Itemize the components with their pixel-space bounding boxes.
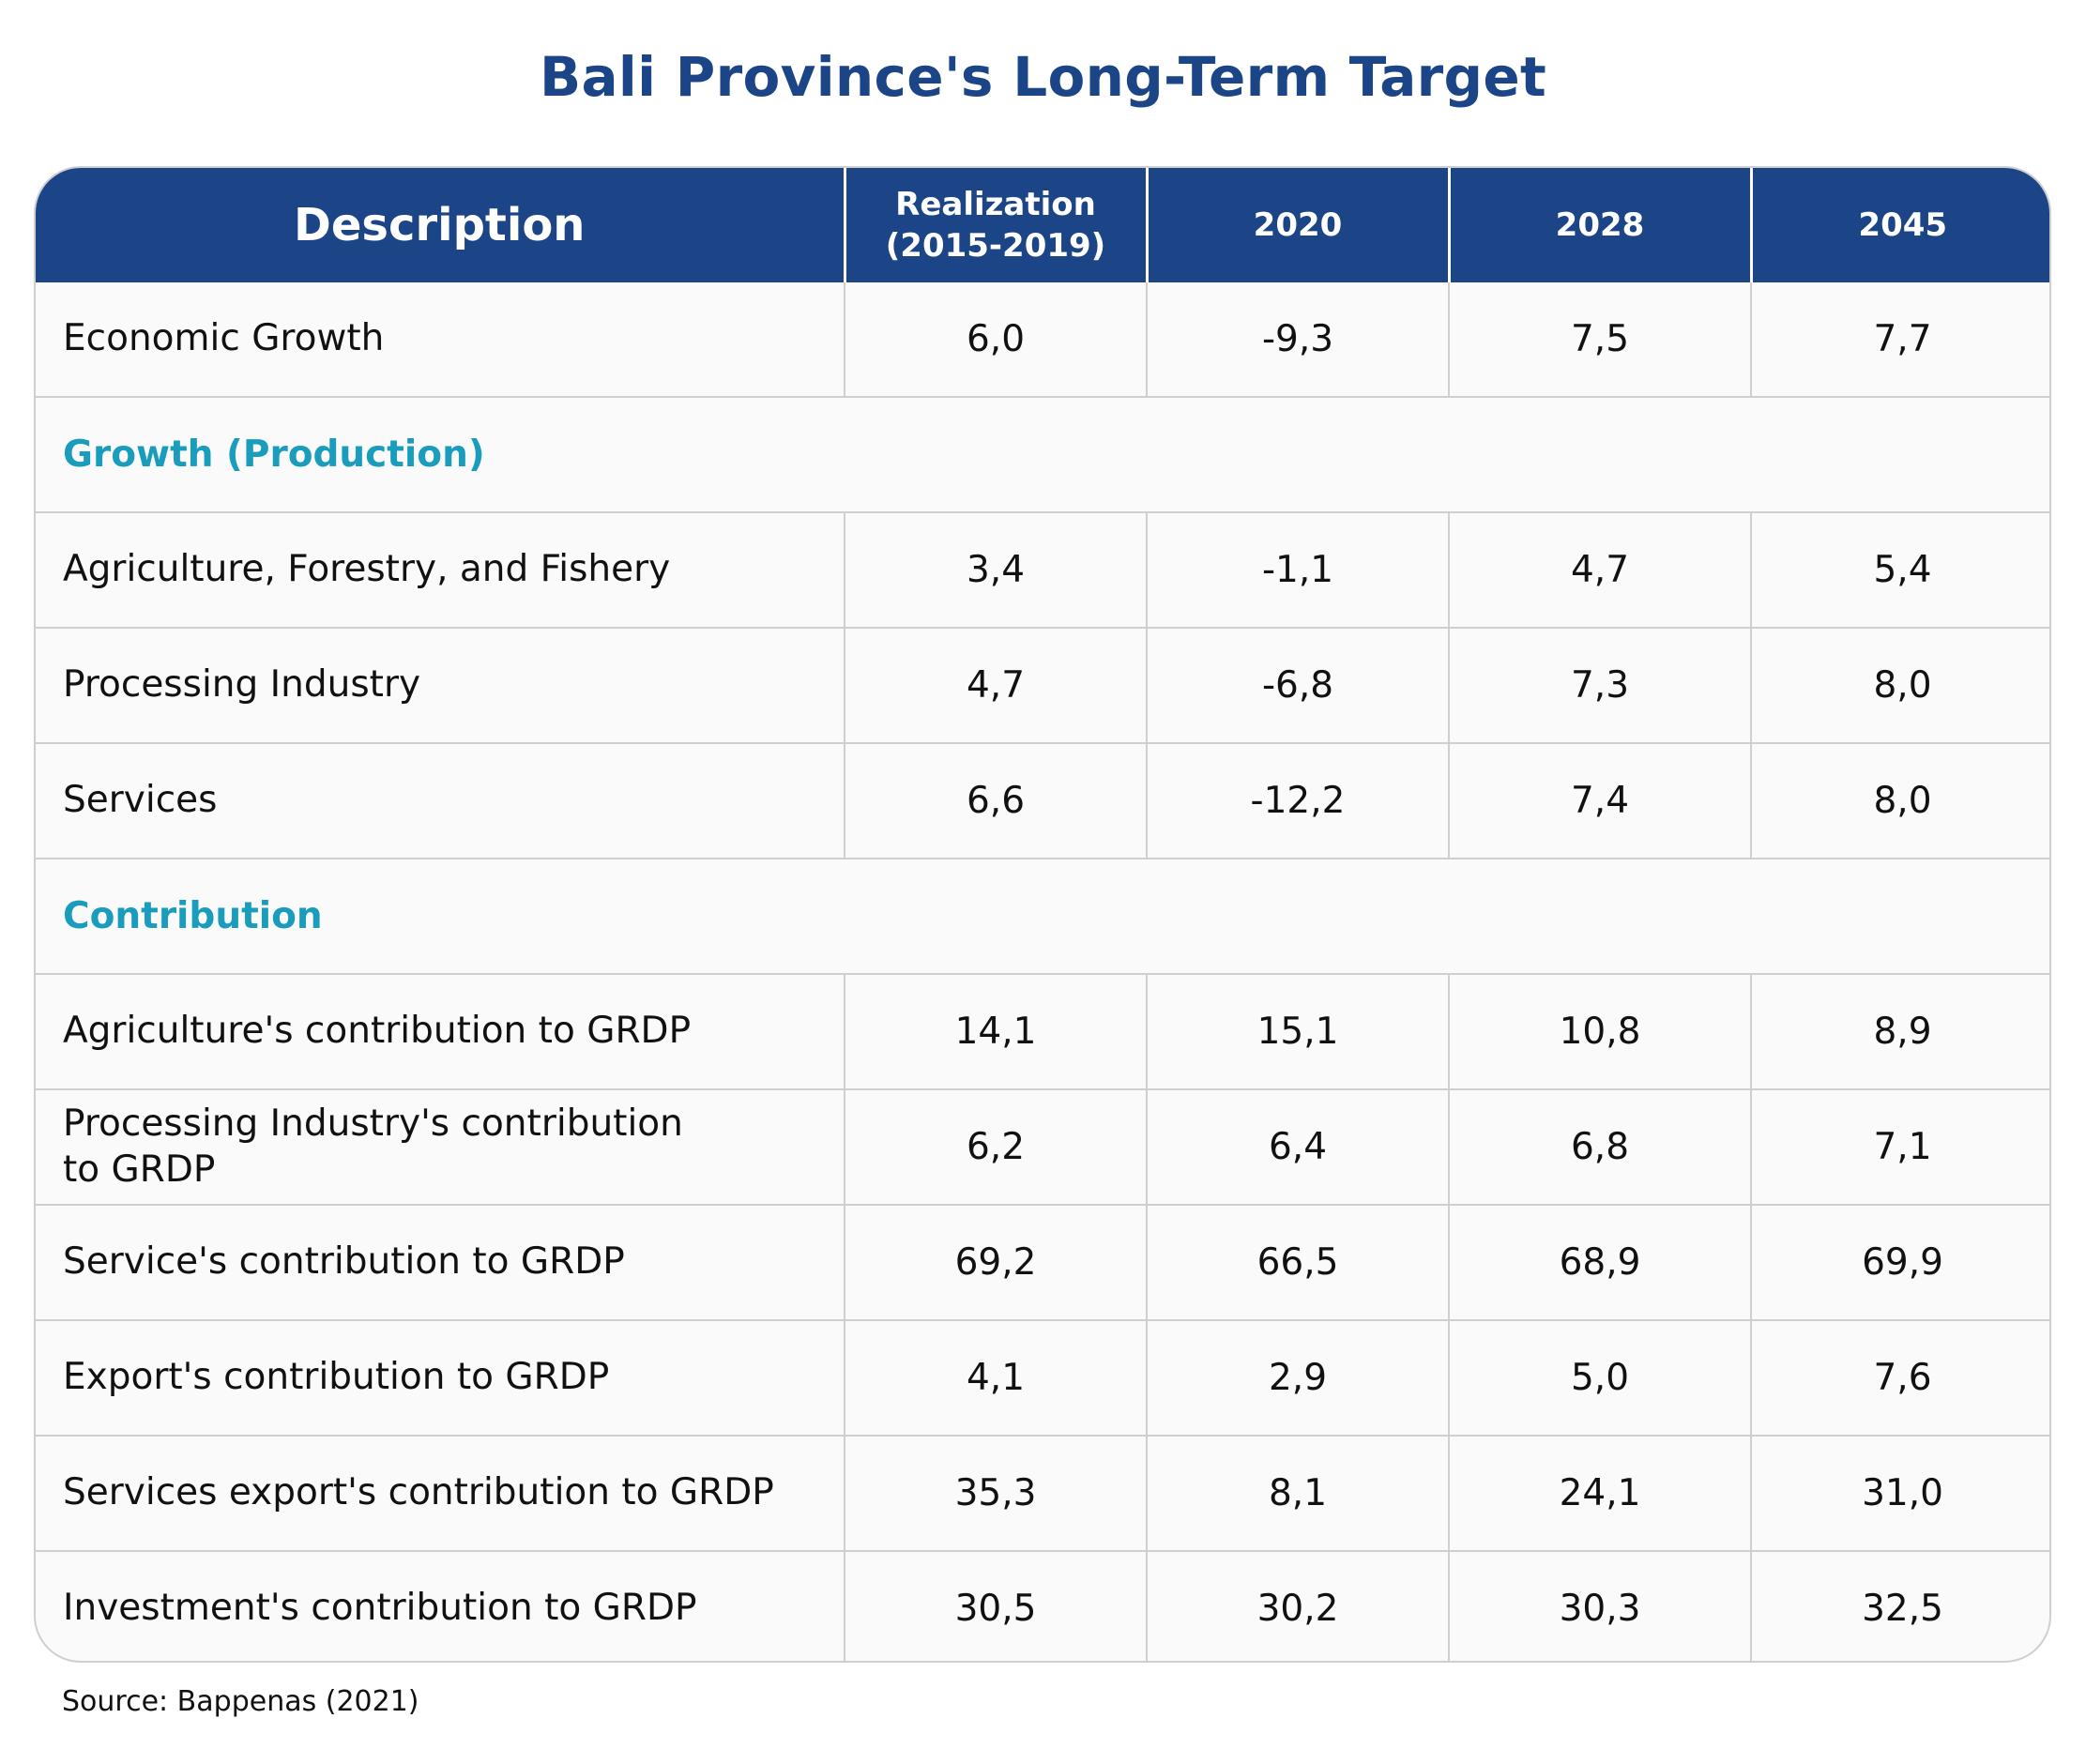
cell-2020: -6,8	[1146, 627, 1449, 743]
cell-2028: 7,4	[1448, 742, 1751, 859]
cell-2045: 8,0	[1750, 627, 2049, 743]
cell-2020: -1,1	[1146, 511, 1449, 628]
table-row: Processing Industry 4,7 -6,8 7,3 8,0	[36, 627, 2049, 743]
cell-realization: 6,6	[844, 742, 1147, 859]
cell-2045: 8,9	[1750, 973, 2049, 1089]
cell-2028: 68,9	[1448, 1204, 1751, 1320]
table-row: Export's contribution to GRDP 4,1 2,9 5,0 7,…	[36, 1319, 2049, 1436]
cell-2045: 7,1	[1750, 1088, 2049, 1205]
cell-realization: 35,3	[844, 1435, 1147, 1551]
cell-2028: 24,1	[1448, 1435, 1751, 1551]
header-2045: 2045	[1749, 168, 2049, 282]
cell-realization: 6,0	[844, 282, 1147, 397]
cell-2045: 8,0	[1750, 742, 2049, 859]
cell-2045: 69,9	[1750, 1204, 2049, 1320]
table-row: Economic Growth 6,0 -9,3 7,5 7,7	[36, 282, 2049, 397]
section-label: Growth (Production)	[36, 396, 2049, 512]
cell-realization: 4,1	[844, 1319, 1147, 1436]
chart-title: Bali Province's Long-Term Target	[539, 45, 1547, 109]
cell-2028: 4,7	[1448, 511, 1751, 628]
header-2020: 2020	[1145, 168, 1449, 282]
header-row: Description Realization (2015-2019) 2020 …	[36, 168, 2049, 282]
cell-realization: 4,7	[844, 627, 1147, 743]
cell-realization: 3,4	[844, 511, 1147, 628]
section-header-row: Growth (Production)	[36, 396, 2049, 512]
cell-realization: 6,2	[844, 1088, 1147, 1205]
cell-2020: 8,1	[1146, 1435, 1449, 1551]
header-description: Description	[36, 168, 845, 282]
cell-2045: 32,5	[1750, 1550, 2049, 1661]
row-label: Processing Industry	[36, 627, 845, 743]
table-header: Description Realization (2015-2019) 2020 …	[36, 168, 2049, 282]
cell-2028: 10,8	[1448, 973, 1751, 1089]
cell-2020: 30,2	[1146, 1550, 1449, 1661]
section-header-row: Contribution	[36, 858, 2049, 974]
cell-2020: -12,2	[1146, 742, 1449, 859]
data-table: Description Realization (2015-2019) 2020 …	[36, 168, 2049, 1661]
table-row: Services 6,6 -12,2 7,4 8,0	[36, 742, 2049, 859]
row-label: Investment's contribution to GRDP	[36, 1550, 845, 1661]
cell-2020: -9,3	[1146, 282, 1449, 397]
cell-2020: 2,9	[1146, 1319, 1449, 1436]
table-row: Agriculture, Forestry, and Fishery 3,4 -1,…	[36, 511, 2049, 628]
row-label: Service's contribution to GRDP	[36, 1204, 845, 1320]
cell-2020: 6,4	[1146, 1088, 1449, 1205]
cell-realization: 30,5	[844, 1550, 1147, 1661]
table-body: Economic Growth 6,0 -9,3 7,5 7,7 Growth (Prod…	[36, 282, 2049, 1661]
table-row: Services export's contribution to GRDP 35…	[36, 1435, 2049, 1551]
cell-2045: 7,6	[1750, 1319, 2049, 1436]
header-realization: Realization (2015-2019)	[843, 168, 1147, 282]
data-table-card: Description Realization (2015-2019) 2020 …	[34, 166, 2051, 1663]
cell-2045: 31,0	[1750, 1435, 2049, 1551]
header-2028: 2028	[1447, 168, 1751, 282]
row-label: Agriculture, Forestry, and Fishery	[36, 511, 845, 628]
row-label: Agriculture's contribution to GRDP	[36, 973, 845, 1089]
header-realization-line1: Realization	[895, 185, 1096, 223]
cell-2020: 66,5	[1146, 1204, 1449, 1320]
table-row: Processing Industry's contribution to GR…	[36, 1088, 2049, 1205]
row-label: Export's contribution to GRDP	[36, 1319, 845, 1436]
cell-2028: 7,5	[1448, 282, 1751, 397]
cell-2028: 5,0	[1448, 1319, 1751, 1436]
cell-2028: 6,8	[1448, 1088, 1751, 1205]
source-note: Source: Bappenas (2021)	[62, 1685, 419, 1718]
cell-2028: 30,3	[1448, 1550, 1751, 1661]
section-label: Contribution	[36, 858, 2049, 974]
row-label: Economic Growth	[63, 317, 385, 360]
header-realization-line2: (2015-2019)	[885, 227, 1106, 265]
cell-2020: 15,1	[1146, 973, 1449, 1089]
cell-2045: 5,4	[1750, 511, 2049, 628]
row-label: Services export's contribution to GRDP	[36, 1435, 845, 1551]
table-row: Agriculture's contribution to GRDP 14,1 15…	[36, 973, 2049, 1089]
cell-2045: 7,7	[1750, 282, 2049, 397]
row-label: Processing Industry's contribution to GR…	[36, 1088, 845, 1205]
table-row: Service's contribution to GRDP 69,2 66,5 68…	[36, 1204, 2049, 1320]
cell-realization: 69,2	[844, 1204, 1147, 1320]
table-row: Investment's contribution to GRDP 30,5 30,…	[36, 1550, 2049, 1661]
row-label: Services	[36, 742, 845, 859]
cell-2028: 7,3	[1448, 627, 1751, 743]
cell-realization: 14,1	[844, 973, 1147, 1089]
